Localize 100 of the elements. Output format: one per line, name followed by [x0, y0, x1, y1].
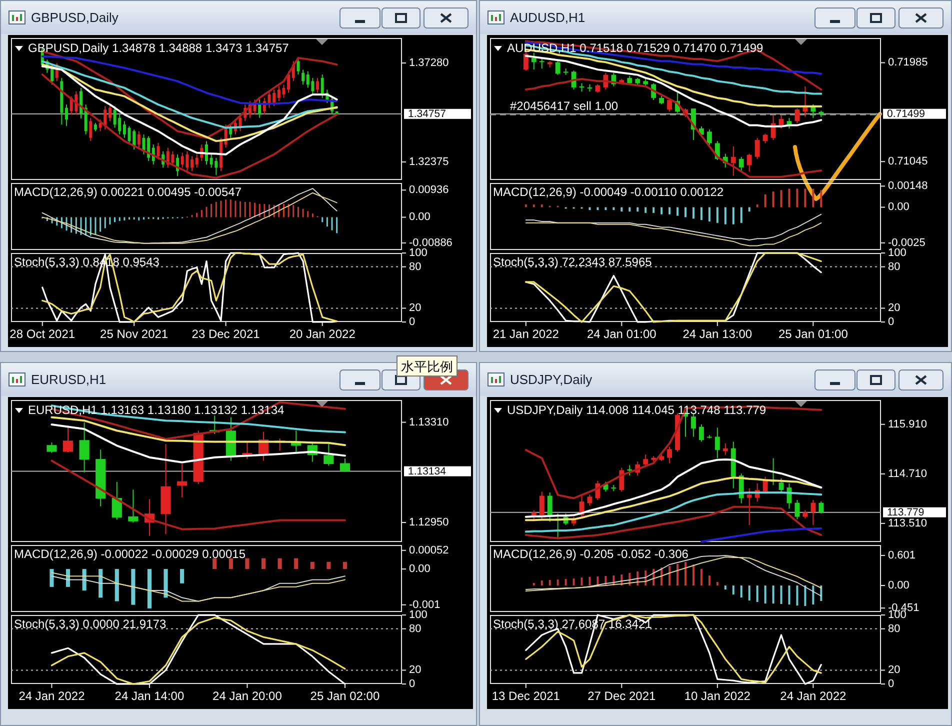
y-tick-label: 114.710 [888, 468, 927, 480]
y-tick-label: 100 [409, 247, 428, 259]
bar [245, 558, 250, 570]
candlestick [62, 425, 74, 453]
candlestick [738, 156, 744, 172]
chart-title: AUDUSD,H1 [510, 10, 586, 25]
y-tick-label: 1.12950 [409, 516, 449, 529]
candlestick [762, 133, 768, 144]
y-tick-label: 0.00936 [409, 184, 449, 196]
y-tick-label: 100 [888, 609, 906, 621]
chart-title: MACD(12,26,9) -0.205 -0.052 -0.306 [493, 547, 689, 561]
y-tick-label: 80 [409, 622, 422, 635]
x-tick-label: 24 Jan 01:00 [586, 327, 657, 341]
y-tick-label: 0.00148 [888, 180, 928, 192]
line-series [525, 214, 822, 241]
x-tick-label: 23 Dec 2021 [192, 327, 260, 341]
candlestick [177, 464, 188, 498]
chart-title: EURUSD,H1 [31, 372, 106, 387]
bar [180, 569, 184, 584]
bar [147, 569, 152, 608]
y-tick-label: 0.601 [888, 549, 916, 562]
candlestick [746, 488, 752, 526]
chart-title: Stoch(5,3,3) 72.2343 87.5965 [493, 255, 652, 269]
candlestick [296, 57, 300, 76]
candlestick [667, 446, 672, 464]
candlestick [619, 467, 624, 492]
bar [164, 569, 168, 598]
y-tick-label: 20 [409, 664, 422, 676]
y-tick-label: 100 [888, 247, 906, 259]
y-tick-label: 0 [888, 316, 894, 328]
candlestick [272, 89, 276, 107]
x-tick-label: 24 Jan 20:00 [212, 689, 282, 703]
line-series [50, 424, 346, 464]
bar [131, 569, 136, 605]
x-tick-label: 24 Jan 14:00 [114, 689, 184, 703]
candlestick [698, 424, 704, 442]
chart-title: MACD(12,26,9) 0.00221 0.00495 -0.00547 [14, 185, 242, 199]
candlestick [643, 454, 648, 466]
candlestick [539, 491, 544, 521]
y-tick-label: 80 [888, 260, 900, 273]
y-tick-label: 0 [409, 678, 416, 690]
y-tick-label: 20 [888, 664, 900, 676]
x-tick-label: 13 Dec 2021 [492, 689, 560, 703]
y-tick-label: 0.00 [409, 563, 430, 576]
ref-line-label: 113.779 [887, 506, 924, 518]
candlestick [706, 129, 712, 146]
candlestick [128, 489, 138, 524]
candlestick [108, 104, 112, 122]
text: 水平比例 [401, 359, 453, 374]
y-tick-label: 1.32375 [409, 156, 449, 168]
candlestick [302, 69, 305, 86]
bar [261, 558, 266, 570]
bar [294, 558, 298, 570]
chart-title: MACD(12,26,9) -0.00049 -0.00110 0.00122 [493, 185, 724, 199]
ref-line-label: 1.34757 [408, 108, 446, 120]
candlestick [229, 124, 232, 138]
candlestick [190, 156, 194, 172]
candlestick [195, 154, 198, 168]
line-series [41, 74, 338, 179]
y-tick-label: 0.00 [409, 211, 430, 224]
y-tick-label: -0.001 [409, 598, 440, 611]
y-tick-label: -0.00886 [409, 236, 452, 249]
y-tick-label: 100 [409, 609, 428, 621]
candlestick [531, 52, 536, 70]
candlestick [730, 146, 736, 176]
bar [98, 569, 103, 598]
x-tick-label: 21 Jan 2022 [492, 327, 560, 341]
y-tick-label: 0.00 [888, 580, 910, 592]
chart-title: GBPUSD,Daily [31, 10, 119, 25]
x-tick-label: 25 Jan 01:00 [778, 327, 848, 341]
candlestick [156, 142, 160, 160]
candlestick [50, 64, 54, 86]
bar [228, 558, 233, 570]
ref-line-label: 1.13134 [408, 465, 446, 478]
y-tick-label: 0 [409, 316, 416, 328]
line-series [525, 222, 822, 246]
candlestick [547, 492, 552, 522]
candlestick [818, 500, 824, 514]
y-tick-label: -0.0025 [888, 236, 926, 249]
candlestick [287, 70, 290, 94]
y-tick-label: 115.910 [888, 418, 927, 430]
y-tick-label: 0.71985 [888, 56, 928, 69]
candlestick [46, 442, 57, 454]
chart-subtitle: GBPUSD,Daily 1.34878 1.34888 1.3473 1.34757 [28, 41, 290, 55]
candlestick [754, 137, 760, 160]
x-tick-label: 25 Nov 2021 [100, 327, 168, 341]
ref-line-label: #20456417 sell 1.00 [510, 98, 618, 113]
bar [326, 562, 331, 570]
y-tick-label: 80 [888, 622, 900, 635]
line-series [524, 506, 822, 540]
line-series [700, 527, 822, 543]
x-tick-label: 24 Jan 2022 [18, 689, 86, 703]
y-tick-label: 0.71045 [888, 156, 928, 168]
chart-title: USDJPY,Daily [510, 372, 593, 387]
candlestick [714, 427, 720, 459]
candlestick [810, 499, 816, 526]
bar [212, 558, 217, 570]
candlestick [137, 130, 140, 148]
chart-title: MACD(12,26,9) -0.00022 -0.00029 0.00015 [14, 547, 246, 561]
candlestick [539, 58, 544, 70]
